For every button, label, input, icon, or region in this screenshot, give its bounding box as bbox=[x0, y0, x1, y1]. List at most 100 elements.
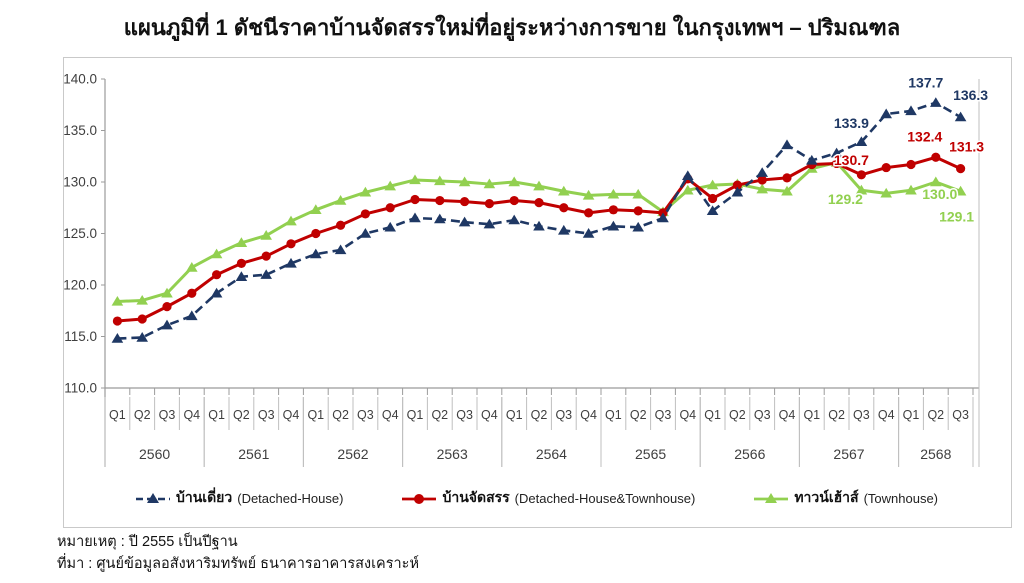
data-point-value-label: 129.2 bbox=[828, 191, 863, 207]
data-point-overall bbox=[856, 170, 867, 180]
data-point-value-label: 136.3 bbox=[953, 87, 988, 103]
data-point-overall bbox=[509, 195, 519, 206]
footnotes: หมายเหตุ : ปี 2555 เป็นปีฐาน ที่มา : ศูน… bbox=[57, 531, 419, 575]
footnote-source: ที่มา : ศูนย์ข้อมูลอสังหาริมทรัพย์ ธนาคา… bbox=[57, 556, 420, 572]
data-point-value-label: 133.9 bbox=[834, 115, 869, 131]
data-point-detached bbox=[260, 269, 272, 279]
data-point-overall bbox=[708, 193, 718, 204]
data-point-townhouse bbox=[359, 186, 372, 197]
data-point-townhouse bbox=[483, 178, 496, 189]
data-point-overall bbox=[757, 175, 767, 185]
data-point-detached bbox=[458, 216, 471, 227]
data-point-townhouse bbox=[136, 294, 148, 305]
x-axis-quarter-label: Q2 bbox=[828, 408, 845, 422]
x-axis-quarter-label: Q1 bbox=[903, 408, 920, 422]
x-axis-quarter-label: Q1 bbox=[704, 408, 721, 422]
data-point-overall bbox=[187, 288, 197, 298]
x-axis-quarter-label: Q4 bbox=[481, 408, 498, 422]
y-axis-tick-label: 130.0 bbox=[63, 175, 97, 190]
x-axis-quarter-label: Q2 bbox=[233, 408, 250, 422]
x-axis-quarter-label: Q1 bbox=[109, 408, 126, 422]
data-point-detached bbox=[657, 212, 669, 223]
x-axis-year-label: 2560 bbox=[139, 446, 170, 462]
data-point-detached bbox=[855, 136, 868, 147]
data-point-townhouse bbox=[186, 261, 198, 272]
data-point-overall bbox=[559, 203, 569, 213]
data-point-detached bbox=[111, 333, 124, 343]
data-point-townhouse bbox=[334, 195, 347, 205]
data-point-value-label: 137.7 bbox=[908, 75, 943, 91]
x-axis-quarter-label: Q4 bbox=[878, 408, 895, 422]
data-point-overall bbox=[112, 316, 122, 326]
x-axis-year-label: 2567 bbox=[833, 446, 864, 462]
data-point-townhouse bbox=[384, 180, 396, 191]
overall-line-swatch bbox=[402, 493, 437, 504]
data-point-detached bbox=[930, 97, 942, 107]
legend-item-overall: บ้านจัดสรร (Detached-House&Townhouse) bbox=[401, 487, 695, 509]
x-axis-quarter-label: Q1 bbox=[307, 408, 324, 422]
x-axis-quarter-label: Q4 bbox=[679, 408, 696, 422]
data-point-townhouse bbox=[285, 215, 297, 226]
data-point-value-label: 131.3 bbox=[949, 139, 984, 155]
data-point-detached bbox=[136, 332, 148, 342]
x-axis-quarter-label: Q2 bbox=[531, 408, 548, 422]
data-point-townhouse bbox=[111, 295, 124, 306]
data-point-townhouse bbox=[706, 179, 719, 190]
x-axis-quarter-label: Q3 bbox=[754, 408, 771, 422]
data-point-townhouse bbox=[508, 176, 520, 187]
data-point-townhouse bbox=[855, 184, 868, 195]
x-axis-quarter-label: Q2 bbox=[729, 408, 746, 422]
data-point-detached bbox=[706, 205, 719, 216]
y-axis-tick-label: 135.0 bbox=[63, 123, 97, 138]
data-point-townhouse bbox=[434, 175, 446, 186]
data-point-overall bbox=[311, 228, 321, 239]
x-axis-quarter-label: Q2 bbox=[927, 408, 944, 422]
data-point-townhouse bbox=[409, 174, 421, 185]
x-axis-quarter-label: Q1 bbox=[506, 408, 523, 422]
data-point-overall bbox=[832, 158, 842, 169]
data-point-overall bbox=[782, 173, 792, 183]
data-point-detached bbox=[161, 319, 173, 330]
data-point-overall bbox=[584, 208, 594, 218]
legend-label-th: บ้านเดี่ยว bbox=[175, 489, 233, 505]
data-point-detached bbox=[409, 212, 421, 223]
data-point-detached bbox=[731, 186, 744, 197]
data-point-overall bbox=[336, 220, 346, 230]
x-axis-quarter-label: Q4 bbox=[580, 408, 597, 422]
data-point-townhouse bbox=[682, 184, 694, 195]
data-point-overall bbox=[534, 198, 544, 208]
data-point-detached bbox=[508, 214, 520, 225]
data-point-overall bbox=[435, 195, 445, 206]
chart-outer-border bbox=[63, 57, 1012, 528]
x-axis-year-label: 2561 bbox=[238, 446, 269, 462]
data-point-detached bbox=[310, 248, 322, 259]
y-axis-tick-label: 110.0 bbox=[64, 381, 97, 396]
legend-item-detached-house: บ้านเดี่ยว (Detached-House) bbox=[135, 487, 343, 509]
legend-item-townhouse: ทาวน์เฮ้าส์ (Townhouse) bbox=[753, 487, 938, 509]
data-point-detached bbox=[682, 170, 694, 181]
data-point-detached bbox=[285, 257, 297, 268]
y-axis-tick-label: 125.0 bbox=[63, 226, 97, 241]
data-point-detached bbox=[632, 221, 644, 232]
x-axis-quarter-label: Q3 bbox=[853, 408, 870, 422]
legend-label-th: บ้านจัดสรร bbox=[442, 489, 510, 505]
data-point-detached bbox=[954, 111, 967, 122]
x-axis-quarter-label: Q3 bbox=[456, 408, 473, 422]
townhouse-line-swatch bbox=[754, 492, 789, 503]
data-point-value-label: 129.1 bbox=[939, 208, 974, 224]
data-point-overall bbox=[286, 239, 296, 249]
data-point-detached bbox=[880, 108, 892, 119]
y-axis-tick-label: 115.0 bbox=[64, 329, 97, 344]
data-point-townhouse bbox=[607, 188, 620, 199]
legend-label-th: ทาวน์เฮ้าส์ bbox=[794, 489, 859, 505]
data-point-townhouse bbox=[310, 204, 322, 215]
data-point-townhouse bbox=[880, 187, 892, 198]
data-point-overall bbox=[906, 159, 916, 170]
data-point-townhouse bbox=[905, 184, 917, 195]
data-point-overall bbox=[137, 314, 147, 324]
legend: บ้านเดี่ยว (Detached-House) บ้านจัดสรร (… bbox=[63, 487, 1010, 509]
data-point-value-label: 132.4 bbox=[907, 128, 942, 144]
data-point-detached bbox=[483, 218, 496, 229]
